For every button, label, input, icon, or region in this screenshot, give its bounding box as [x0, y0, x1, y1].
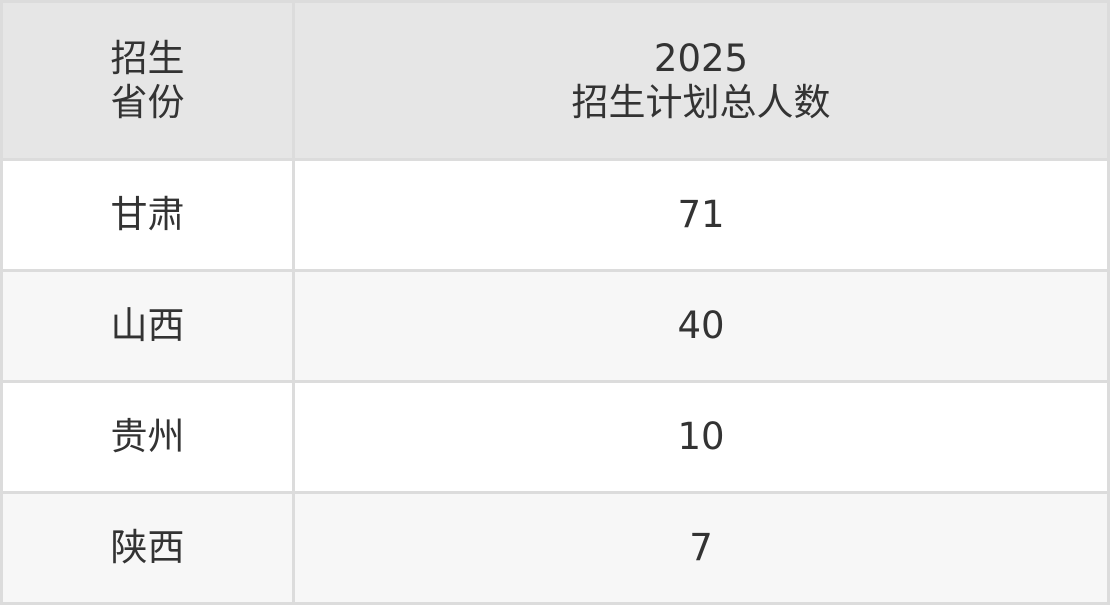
header-total: 2025 招生计划总人数: [292, 0, 1110, 161]
header-province: 招生 省份: [0, 0, 295, 161]
province-cell: 陕西: [0, 491, 295, 605]
table-row: 陕西 7: [0, 491, 1110, 605]
total-cell: 71: [292, 158, 1110, 272]
province-cell: 甘肃: [0, 158, 295, 272]
province-cell: 贵州: [0, 380, 295, 494]
table-row: 山西 40: [0, 269, 1110, 383]
table-row: 甘肃 71: [0, 158, 1110, 272]
table-row: 贵州 10: [0, 380, 1110, 494]
total-cell: 7: [292, 491, 1110, 605]
header-row: 招生 省份 2025 招生计划总人数: [0, 0, 1110, 161]
province-cell: 山西: [0, 269, 295, 383]
total-cell: 40: [292, 269, 1110, 383]
total-cell: 10: [292, 380, 1110, 494]
